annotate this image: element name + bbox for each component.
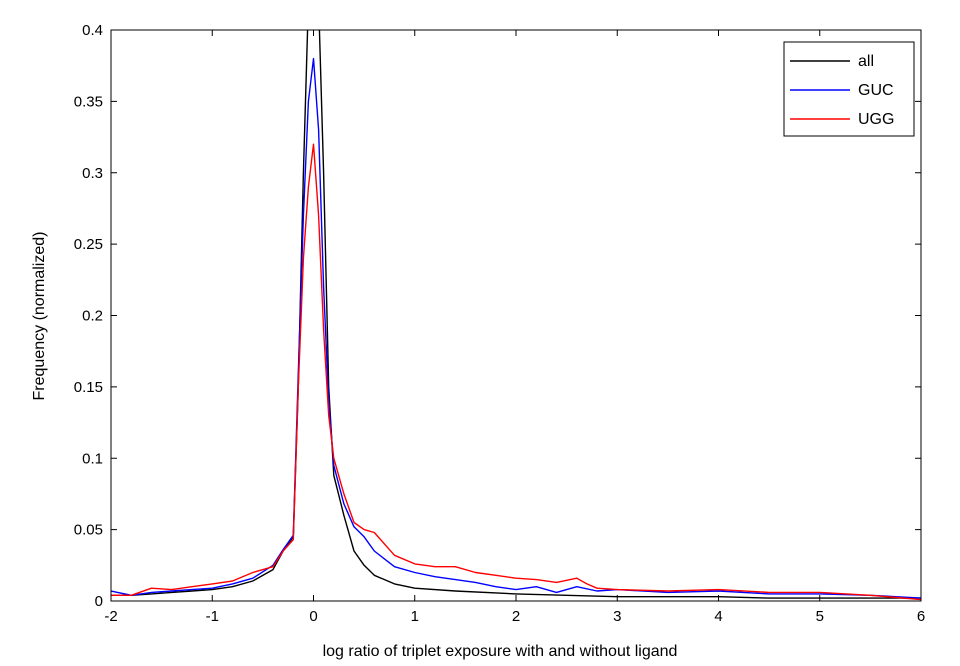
y-tick-label: 0.1 [82,450,103,467]
x-tick-label: 2 [512,608,520,625]
legend-label-guc: GUC [858,82,894,99]
x-tick-label: 1 [411,608,419,625]
series-line-ugg [111,143,921,601]
x-tick-label: 3 [613,608,621,625]
y-tick-label: 0.05 [74,522,103,539]
y-tick-label: 0.25 [74,236,103,253]
y-tick-label: 0.15 [74,379,103,396]
x-tick-label: 4 [714,608,722,625]
x-tick-label: -1 [206,608,219,625]
y-tick-label: 0.4 [82,22,103,39]
y-tick-label: 0.3 [82,165,103,182]
y-tick-label: 0 [95,593,103,610]
y-tick-label: 0.2 [82,308,103,325]
series-layer [111,30,921,601]
x-tick-label: 5 [816,608,824,625]
y-tick-label: 0.35 [74,93,103,110]
x-tick-label: -2 [104,608,117,625]
series-line-guc [111,57,921,599]
legend: all GUC UGG [783,41,915,137]
ticks-layer: -2 -1 0 1 2 3 4 5 6 0 0.05 0.1 0.15 0.2 0.25 0.3 0.35 0.4 [74,22,925,625]
y-axis-label: Frequency (normalized) [31,232,48,401]
legend-box [783,41,915,137]
x-axis-label: log ratio of triplet exposure with and w… [323,643,678,660]
legend-label-all: all [858,53,874,70]
legend-label-ugg: UGG [858,111,894,128]
x-tick-label: 6 [917,608,925,625]
x-tick-label: 0 [309,608,317,625]
